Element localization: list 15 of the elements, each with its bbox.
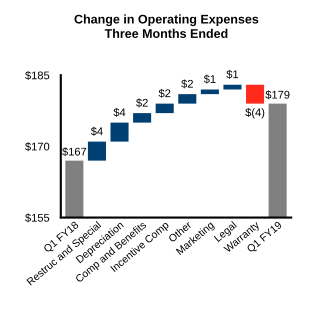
data-label: $2 (158, 88, 170, 98)
data-label: $1 (204, 74, 216, 84)
data-label: $1 (226, 70, 238, 79)
data-label: $167 (62, 147, 86, 156)
y-tick-label: $185 (25, 71, 50, 80)
chart-title: Change in Operating Expenses (74, 14, 258, 26)
chart-subtitle: Three Months Ended (104, 28, 228, 38)
y-tick-label: $155 (25, 213, 50, 222)
data-label: $2 (181, 79, 193, 88)
data-label: $2 (136, 98, 148, 108)
data-label: $4 (113, 108, 126, 117)
data-label: $(4) (245, 108, 264, 118)
data-label: $179 (265, 90, 290, 100)
data-label: $4 (90, 126, 103, 136)
y-tick-label: $170 (25, 142, 50, 152)
